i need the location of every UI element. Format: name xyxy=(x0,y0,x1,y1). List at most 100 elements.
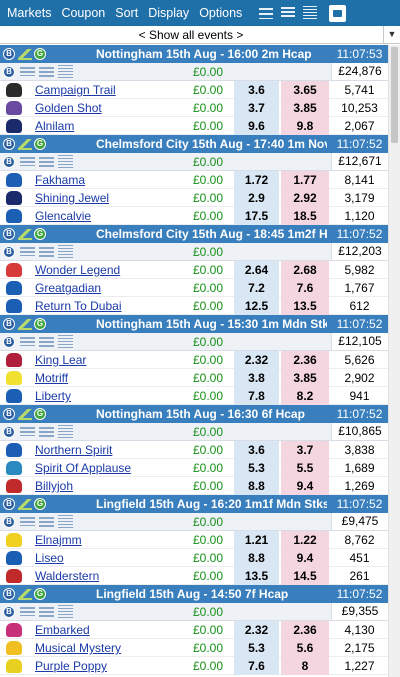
b-icon[interactable]: B xyxy=(3,245,15,258)
g-icon[interactable]: G xyxy=(34,138,46,150)
runner-name[interactable]: Greatgadian xyxy=(35,281,102,295)
chevron-down-icon[interactable]: ▼ xyxy=(383,26,400,43)
runner-name[interactable]: Liberty xyxy=(35,389,72,403)
g-icon[interactable]: G xyxy=(34,408,46,420)
lay-price[interactable]: 2.68 xyxy=(281,261,329,279)
lay-price[interactable]: 3.85 xyxy=(281,99,329,117)
lines-dense-icon[interactable] xyxy=(39,66,54,77)
runner-name[interactable]: Spirit Of Applause xyxy=(35,461,132,475)
back-price[interactable]: 7.2 xyxy=(234,279,279,297)
runner-name[interactable]: Shining Jewel xyxy=(35,191,110,205)
lay-price[interactable]: 8 xyxy=(281,657,329,675)
g-icon[interactable]: G xyxy=(34,48,46,60)
lay-price[interactable]: 13.5 xyxy=(281,297,329,315)
lay-price[interactable]: 2.36 xyxy=(281,351,329,369)
menu-markets[interactable]: Markets xyxy=(7,6,52,20)
back-price[interactable]: 2.9 xyxy=(234,189,279,207)
lay-price[interactable]: 5.5 xyxy=(281,459,329,477)
runner-name[interactable]: Alnilam xyxy=(35,119,75,133)
race-title[interactable]: Nottingham 15th Aug - 15:30 1m Mdn Stks xyxy=(96,317,327,331)
runner-name[interactable]: Fakhama xyxy=(35,173,86,187)
b-icon[interactable]: B xyxy=(3,228,15,240)
runner-name[interactable]: Walderstern xyxy=(35,569,100,583)
runner-name[interactable]: Motriff xyxy=(35,371,69,385)
lay-price[interactable]: 5.6 xyxy=(281,639,329,657)
b-icon[interactable]: B xyxy=(3,138,15,150)
lines-fine-icon[interactable] xyxy=(58,605,73,618)
menu-coupon[interactable]: Coupon xyxy=(61,6,106,20)
back-price[interactable]: 7.8 xyxy=(234,387,279,405)
lines-dense-icon[interactable] xyxy=(39,156,54,167)
lines-fine-icon[interactable] xyxy=(58,515,73,528)
race-header[interactable]: B G Nottingham 15th Aug - 16:30 6f Hcap 11:… xyxy=(0,405,388,423)
lines-dense-icon[interactable] xyxy=(39,606,54,617)
back-price[interactable]: 3.6 xyxy=(234,81,279,99)
lines-dense-icon[interactable] xyxy=(39,516,54,527)
lines-icon[interactable] xyxy=(20,247,35,256)
lay-price[interactable]: 7.6 xyxy=(281,279,329,297)
b-icon[interactable]: B xyxy=(3,588,15,600)
runner-name[interactable]: Northern Spirit xyxy=(35,443,113,457)
lay-price[interactable]: 14.5 xyxy=(281,567,329,585)
runner-name[interactable]: Campaign Trail xyxy=(35,83,116,97)
g-icon[interactable]: G xyxy=(34,318,46,330)
lines-fine-icon[interactable] xyxy=(58,155,73,168)
race-title[interactable]: Lingfield 15th Aug - 16:20 1m1f Mdn Stks xyxy=(96,497,327,511)
b-icon[interactable]: B xyxy=(3,515,15,528)
lines-icon[interactable] xyxy=(20,337,35,346)
lines-icon[interactable] xyxy=(259,7,274,19)
lay-price[interactable]: 9.4 xyxy=(281,549,329,567)
menu-options[interactable]: Options xyxy=(199,6,243,20)
menu-sort[interactable]: Sort xyxy=(115,6,139,20)
race-title[interactable]: Chelmsford City 15th Aug - 17:40 1m Nov … xyxy=(96,137,327,151)
b-icon[interactable]: B xyxy=(3,425,15,438)
ladder-icon[interactable] xyxy=(18,48,32,60)
lay-price[interactable]: 9.8 xyxy=(281,117,329,135)
lines-dense-icon[interactable] xyxy=(39,336,54,347)
back-price[interactable]: 3.6 xyxy=(234,441,279,459)
back-price[interactable]: 2.32 xyxy=(234,621,279,639)
race-header[interactable]: B G Nottingham 15th Aug - 15:30 1m Mdn Stk… xyxy=(0,315,388,333)
race-title[interactable]: Nottingham 15th Aug - 16:30 6f Hcap xyxy=(96,407,305,421)
g-icon[interactable]: G xyxy=(34,498,46,510)
menu-display[interactable]: Display xyxy=(148,6,190,20)
g-icon[interactable]: G xyxy=(34,228,46,240)
lay-price[interactable]: 9.4 xyxy=(281,477,329,495)
back-price[interactable]: 3.7 xyxy=(234,99,279,117)
lines-fine-icon[interactable] xyxy=(58,335,73,348)
ladder-icon[interactable] xyxy=(18,228,32,240)
lay-price[interactable]: 2.92 xyxy=(281,189,329,207)
back-price[interactable]: 8.8 xyxy=(234,549,279,567)
b-icon[interactable]: B xyxy=(3,65,15,78)
event-filter[interactable]: < Show all events > ▼ xyxy=(0,26,400,44)
back-price[interactable]: 8.8 xyxy=(234,477,279,495)
runner-name[interactable]: Billyjoh xyxy=(35,479,74,493)
runner-name[interactable]: Glencalvie xyxy=(35,209,92,223)
lines-fine-icon[interactable] xyxy=(58,425,73,438)
runner-name[interactable]: King Lear xyxy=(35,353,87,367)
runner-name[interactable]: Return To Dubai xyxy=(35,299,122,313)
runner-name[interactable]: Musical Mystery xyxy=(35,641,122,655)
race-title[interactable]: Lingfield 15th Aug - 14:50 7f Hcap xyxy=(96,587,289,601)
back-price[interactable]: 9.6 xyxy=(234,117,279,135)
runner-name[interactable]: Elnajmm xyxy=(35,533,82,547)
lines-icon[interactable] xyxy=(20,607,35,616)
race-header[interactable]: B G Chelmsford City 15th Aug - 17:40 1m No… xyxy=(0,135,388,153)
back-price[interactable]: 7.6 xyxy=(234,657,279,675)
scrollbar-thumb[interactable] xyxy=(391,47,398,143)
scrollbar[interactable] xyxy=(388,45,400,677)
lay-price[interactable]: 18.5 xyxy=(281,207,329,225)
ladder-icon[interactable] xyxy=(18,498,32,510)
lines-icon[interactable] xyxy=(20,67,35,76)
ladder-icon[interactable] xyxy=(18,588,32,600)
lay-price[interactable]: 3.65 xyxy=(281,81,329,99)
b-icon[interactable]: B xyxy=(3,335,15,348)
lines-fine-icon[interactable] xyxy=(58,65,73,78)
b-icon[interactable]: B xyxy=(3,408,15,420)
race-title[interactable]: Chelmsford City 15th Aug - 18:45 1m2f Hc… xyxy=(96,227,327,241)
back-price[interactable]: 1.21 xyxy=(234,531,279,549)
lay-price[interactable]: 3.7 xyxy=(281,441,329,459)
back-price[interactable]: 17.5 xyxy=(234,207,279,225)
back-price[interactable]: 1.72 xyxy=(234,171,279,189)
b-icon[interactable]: B xyxy=(3,498,15,510)
